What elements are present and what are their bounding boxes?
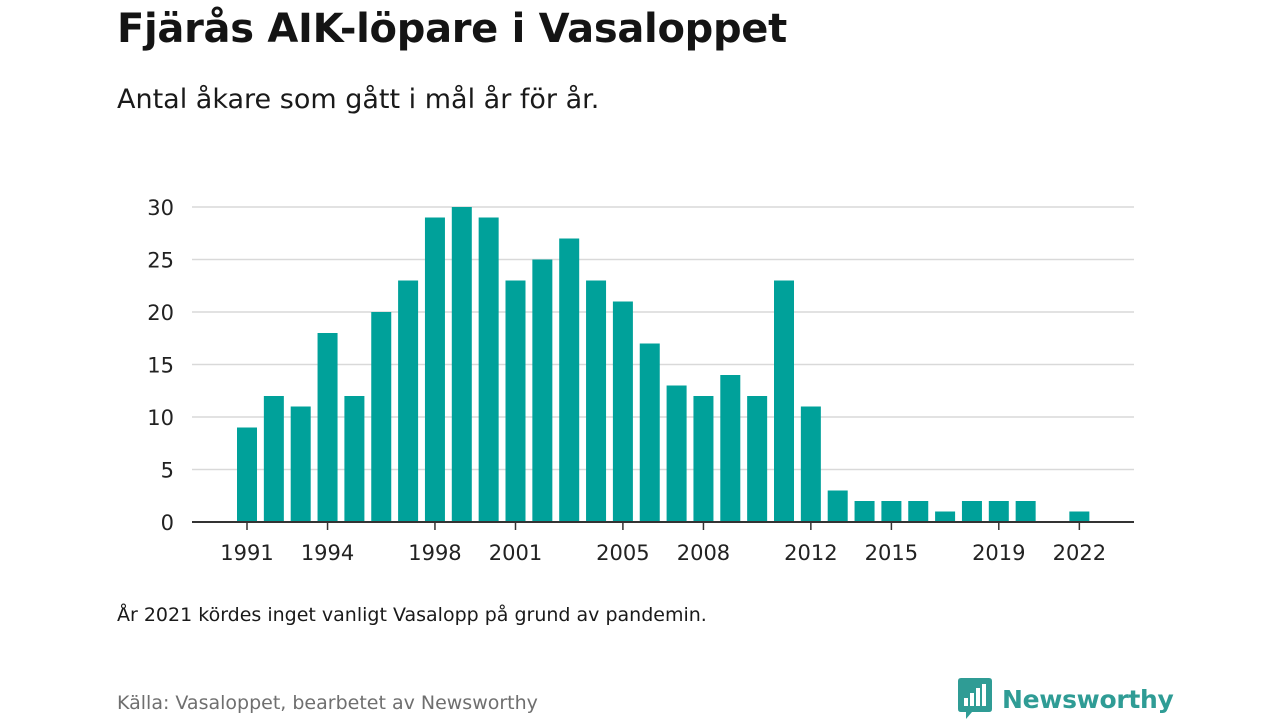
bar-2016 [908, 501, 929, 522]
bar-1992 [263, 396, 284, 522]
bar-1996 [371, 312, 392, 522]
bar-1998 [424, 217, 445, 522]
bar-1991 [237, 427, 257, 522]
footnote: År 2021 kördes inget vanligt Vasalopp på… [117, 604, 707, 626]
bar-2012 [800, 406, 821, 522]
x-tick-label: 2019 [972, 541, 1025, 565]
bar-chart: 0 5 10 15 20 25 30 1991 1994 1998 2001 2005 2008 2012… [147, 196, 1134, 565]
bar-2015 [881, 501, 902, 522]
bar-2020 [1015, 501, 1036, 522]
y-tick-label: 10 [147, 406, 174, 430]
x-tick-label: 2022 [1053, 541, 1106, 565]
bar-2009 [720, 375, 741, 522]
source-text: Källa: Vasaloppet, bearbetet av Newswort… [117, 692, 538, 714]
bar-2010 [747, 396, 768, 522]
bar-2002 [532, 259, 553, 522]
x-tick-label: 1991 [220, 541, 273, 565]
bar-2000 [478, 217, 499, 522]
bar-2011 [774, 280, 794, 522]
bar-2019 [988, 501, 1009, 522]
bar-2007 [666, 385, 687, 522]
x-tick-label: 2008 [677, 541, 730, 565]
bar-1999 [451, 207, 472, 522]
bar-1995 [344, 396, 365, 522]
y-tick-label: 30 [147, 196, 174, 220]
newsworthy-logo[interactable]: Newsworthy [958, 678, 1174, 720]
bar-2001 [505, 280, 526, 522]
y-tick-label: 20 [147, 301, 174, 325]
newsworthy-logo-text: Newsworthy [1002, 684, 1174, 714]
y-tick-label: 25 [147, 249, 174, 273]
bar-2004 [586, 280, 607, 522]
bar-1994 [317, 333, 338, 522]
x-tick-label: 2015 [865, 541, 918, 565]
bar-1997 [398, 280, 419, 522]
x-tick-label: 2012 [784, 541, 837, 565]
chart-title: Fjärås AIK-löpare i Vasaloppet [117, 6, 787, 52]
x-tick-label: 2001 [489, 541, 542, 565]
chart-subtitle: Antal åkare som gått i mål år för år. [117, 84, 600, 115]
bar-1993 [290, 406, 311, 522]
bar-2013 [827, 490, 848, 522]
x-tick-label: 1994 [301, 541, 354, 565]
bar-2017 [935, 511, 956, 522]
bar-2018 [961, 501, 982, 522]
newsworthy-logo-icon [958, 678, 992, 719]
x-tick-label: 2005 [596, 541, 649, 565]
bar-2022 [1069, 511, 1090, 522]
bar-2005 [612, 301, 633, 522]
x-tick-label: 1998 [408, 541, 461, 565]
bar-2006 [639, 343, 660, 522]
y-tick-label: 15 [147, 354, 174, 378]
bar-2008 [693, 396, 714, 522]
bar-2014 [854, 501, 875, 522]
y-tick-label: 5 [161, 459, 174, 483]
y-tick-label: 0 [161, 511, 174, 535]
bar-2003 [559, 238, 580, 522]
